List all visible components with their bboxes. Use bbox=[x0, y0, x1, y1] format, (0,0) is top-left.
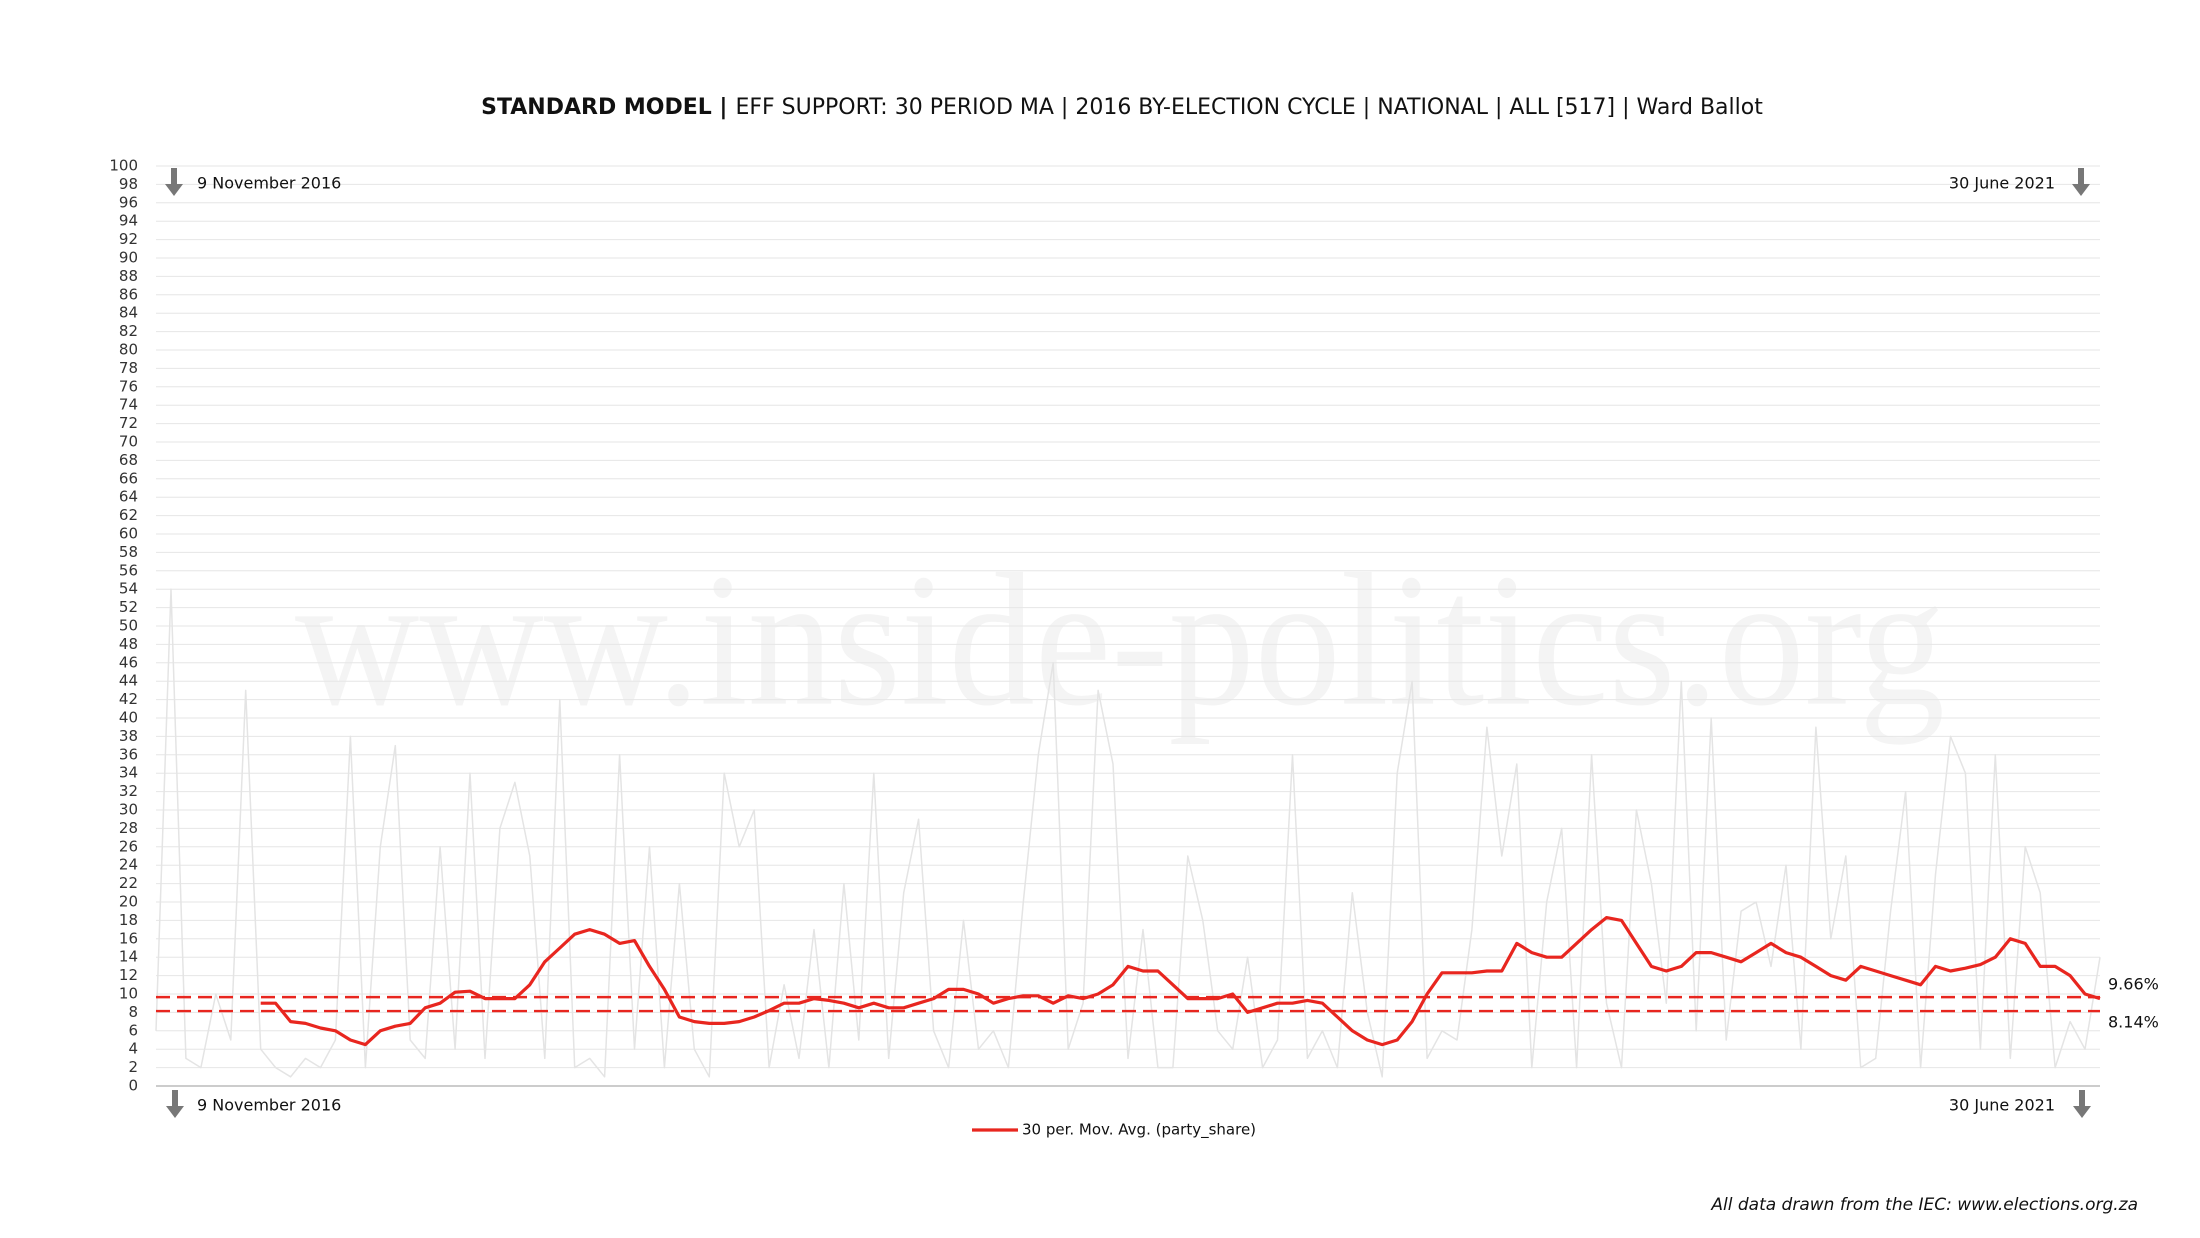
y-tick-label: 0 bbox=[128, 1077, 138, 1095]
y-tick-label: 96 bbox=[119, 193, 138, 211]
y-tick-label: 24 bbox=[119, 856, 138, 874]
title-rest: EFF SUPPORT: 30 PERIOD MA | 2016 BY-ELEC… bbox=[735, 95, 1763, 120]
end-date-top: 30 June 2021 bbox=[1949, 174, 2055, 193]
y-tick-label: 34 bbox=[119, 764, 138, 782]
y-tick-label: 88 bbox=[119, 267, 138, 285]
y-tick-label: 78 bbox=[119, 359, 138, 377]
reference-label: 8.14% bbox=[2108, 1013, 2159, 1032]
y-tick-label: 66 bbox=[119, 469, 138, 487]
y-tick-label: 42 bbox=[119, 690, 138, 708]
legend-label: 30 per. Mov. Avg. (party_share) bbox=[1022, 1121, 1256, 1140]
title-bold: STANDARD MODEL | bbox=[481, 95, 727, 120]
watermark: www.inside-politics.org bbox=[295, 536, 1945, 746]
y-tick-label: 40 bbox=[119, 709, 138, 727]
start-arrow-bottom bbox=[166, 1090, 184, 1118]
y-tick-label: 76 bbox=[119, 377, 138, 395]
moving-average-line bbox=[260, 916, 2101, 1047]
y-tick-label: 86 bbox=[119, 285, 138, 303]
y-tick-label: 6 bbox=[128, 1021, 138, 1039]
y-tick-label: 26 bbox=[119, 837, 138, 855]
y-tick-label: 8 bbox=[128, 1003, 138, 1021]
chart-title: STANDARD MODEL | EFF SUPPORT: 30 PERIOD M… bbox=[481, 95, 1763, 120]
y-tick-label: 98 bbox=[119, 175, 138, 193]
reference-label: 9.66% bbox=[2108, 975, 2159, 994]
y-tick-label: 32 bbox=[119, 782, 138, 800]
y-tick-label: 56 bbox=[119, 561, 138, 579]
y-tick-label: 62 bbox=[119, 506, 138, 524]
y-tick-label: 10 bbox=[119, 985, 138, 1003]
y-tick-label: 68 bbox=[119, 451, 138, 469]
start-arrow-top bbox=[165, 168, 183, 196]
y-tick-label: 14 bbox=[119, 948, 138, 966]
y-tick-label: 64 bbox=[119, 488, 138, 506]
y-tick-label: 92 bbox=[119, 230, 138, 248]
y-tick-label: 100 bbox=[109, 157, 138, 175]
raw-line bbox=[155, 588, 2101, 1078]
y-tick-label: 38 bbox=[119, 727, 138, 745]
y-tick-label: 2 bbox=[128, 1058, 138, 1076]
y-tick-label: 90 bbox=[119, 249, 138, 267]
y-tick-label: 36 bbox=[119, 745, 138, 763]
y-tick-label: 30 bbox=[119, 801, 138, 819]
end-date-bottom: 30 June 2021 bbox=[1949, 1096, 2055, 1115]
end-arrow-bottom bbox=[2073, 1090, 2091, 1118]
y-tick-label: 50 bbox=[119, 617, 138, 635]
y-tick-label: 84 bbox=[119, 304, 138, 322]
y-tick-label: 58 bbox=[119, 543, 138, 561]
y-tick-label: 54 bbox=[119, 580, 138, 598]
y-tick-label: 48 bbox=[119, 635, 138, 653]
y-tick-label: 52 bbox=[119, 598, 138, 616]
y-tick-label: 28 bbox=[119, 819, 138, 837]
y-tick-label: 18 bbox=[119, 911, 138, 929]
y-tick-label: 60 bbox=[119, 525, 138, 543]
end-arrow-top bbox=[2072, 168, 2090, 196]
y-tick-label: 16 bbox=[119, 929, 138, 947]
y-tick-label: 44 bbox=[119, 672, 138, 690]
start-date-top: 9 November 2016 bbox=[197, 174, 341, 193]
y-tick-label: 72 bbox=[119, 414, 138, 432]
y-tick-label: 70 bbox=[119, 433, 138, 451]
y-tick-label: 46 bbox=[119, 653, 138, 671]
y-tick-label: 22 bbox=[119, 874, 138, 892]
start-date-bottom: 9 November 2016 bbox=[197, 1096, 341, 1115]
y-tick-label: 4 bbox=[128, 1040, 138, 1058]
y-tick-label: 74 bbox=[119, 396, 138, 414]
plot-area: 0246810121416182022242628303234363840424… bbox=[109, 157, 2158, 1140]
y-tick-label: 12 bbox=[119, 966, 138, 984]
y-tick-label: 80 bbox=[119, 341, 138, 359]
y-tick-label: 94 bbox=[119, 212, 138, 230]
source-note: All data drawn from the IEC: www.electio… bbox=[1710, 1195, 2138, 1215]
y-tick-label: 82 bbox=[119, 322, 138, 340]
y-tick-label: 20 bbox=[119, 893, 138, 911]
